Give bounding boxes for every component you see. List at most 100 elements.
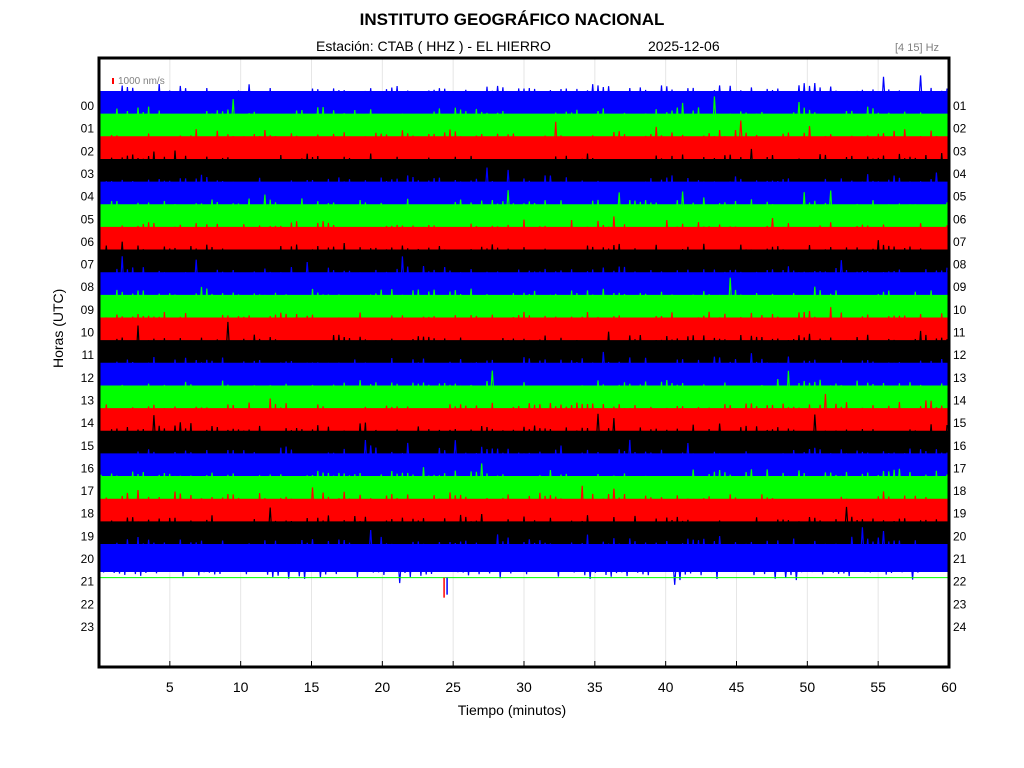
x-tick-label: 20 [375, 679, 391, 695]
trace-line [100, 256, 948, 312]
trace-hour-01 [99, 96, 949, 157]
trace-line [100, 190, 948, 246]
hour-label-left: 04 [81, 190, 95, 204]
hour-label-right: 22 [953, 575, 967, 589]
hour-label-right: 12 [953, 348, 967, 362]
hour-label-right: 21 [953, 552, 967, 566]
hour-label-right: 10 [953, 303, 967, 317]
hour-label-right: 17 [953, 461, 967, 475]
plot-frame [97, 56, 951, 669]
hour-label-left: 00 [81, 99, 95, 113]
trace-hour-20 [99, 527, 949, 585]
hour-label-right: 06 [953, 212, 967, 226]
trace-line [100, 413, 948, 471]
x-tick-labels: 5 10 15 20 25 30 35 40 45 50 55 60 [166, 661, 957, 695]
chart-title: INSTITUTO GEOGRÁFICO NACIONAL [359, 10, 665, 29]
trace-hour-03 [99, 148, 949, 206]
hour-label-right: 13 [953, 371, 967, 385]
x-tick-label: 60 [941, 679, 957, 695]
hour-label-left: 14 [81, 416, 95, 430]
hour-label-right: 08 [953, 258, 967, 272]
date-label: 2025-12-06 [648, 38, 720, 54]
scale-label: 1000 nm/s [118, 76, 165, 87]
hour-label-right: 11 [953, 326, 966, 340]
hour-label-right: 01 [953, 99, 967, 113]
trace-hour-13 [99, 370, 949, 431]
trace-hour-07 [99, 240, 949, 289]
trace-hour-15 [99, 413, 949, 471]
trace-hour-11 [99, 321, 949, 380]
filter-label: [4 15] Hz [895, 42, 940, 54]
trace-hour-06 [99, 216, 949, 270]
hour-label-left: 23 [81, 620, 95, 634]
trace-line [100, 351, 948, 400]
hour-label-left: 21 [81, 575, 95, 589]
hour-label-right: 02 [953, 122, 967, 136]
hour-label-left: 08 [81, 280, 95, 294]
x-tick-label: 50 [800, 679, 816, 695]
hour-label-left: 22 [81, 597, 95, 611]
x-tick-label: 35 [587, 679, 603, 695]
trace-hour-19 [99, 506, 949, 568]
hour-label-left: 10 [81, 326, 95, 340]
trace-hour-18 [99, 485, 949, 537]
hour-label-left: 01 [81, 122, 95, 136]
x-tick-label: 55 [870, 679, 886, 695]
trace-hour-08 [99, 256, 949, 312]
hour-label-left: 11 [82, 348, 95, 362]
trace-hour-12 [99, 351, 949, 400]
trace-line [100, 439, 948, 497]
x-axis-label: Tiempo (minutos) [457, 702, 567, 718]
hour-label-left: 17 [81, 484, 95, 498]
x-tick-label: 25 [445, 679, 461, 695]
trace-line [100, 370, 948, 431]
hour-label-left: 18 [81, 507, 95, 521]
trace-line [100, 485, 948, 537]
trace-line [100, 277, 948, 339]
x-tick-label: 5 [166, 679, 174, 695]
hour-label-left: 09 [81, 303, 95, 317]
hour-label-left: 20 [81, 552, 95, 566]
trace-line [100, 307, 948, 363]
hour-label-left: 02 [81, 144, 95, 158]
trace-hour-16 [99, 439, 949, 497]
hour-label-right: 19 [953, 507, 967, 521]
hour-label-left: 05 [81, 212, 95, 226]
hour-label-left: 15 [81, 439, 95, 453]
trace-line [100, 120, 948, 178]
hour-label-right: 04 [953, 167, 967, 181]
trace-line [100, 506, 948, 568]
hour-label-right: 24 [953, 620, 967, 634]
trace-hour-05 [99, 190, 949, 246]
trace-line [100, 148, 948, 206]
x-tick-label: 15 [304, 679, 320, 695]
trace-line [100, 96, 948, 157]
hour-label-right: 15 [953, 416, 967, 430]
hour-label-right: 20 [953, 529, 967, 543]
hour-label-right: 18 [953, 484, 967, 498]
left-hour-labels: 00 01 02 03 04 05 06 07 08 09 10 11 12 13 14 15 16 17 18 19… [81, 99, 95, 634]
trace-line [100, 527, 948, 585]
trace-line [100, 240, 948, 289]
hour-label-left: 13 [81, 393, 95, 407]
hour-label-left: 16 [81, 461, 95, 475]
trace-hour-10 [99, 307, 949, 363]
hour-label-right: 07 [953, 235, 967, 249]
trace-hour-02 [99, 120, 949, 178]
trace-line [100, 393, 948, 452]
hour-label-left: 03 [81, 167, 95, 181]
trace-line [100, 321, 948, 380]
hour-label-left: 12 [81, 371, 95, 385]
trace-group [99, 75, 949, 598]
hour-label-right: 03 [953, 144, 967, 158]
x-tick-label: 40 [658, 679, 674, 695]
right-hour-labels: 01 02 03 04 05 06 07 08 09 10 11 12 13 14 15 16 17 18 19 20… [953, 99, 967, 634]
hour-label-right: 23 [953, 597, 967, 611]
hour-label-right: 05 [953, 190, 967, 204]
hour-label-right: 09 [953, 280, 967, 294]
trace-line [100, 216, 948, 270]
trace-hour-00 [99, 75, 949, 132]
station-label: Estación: CTAB ( HHZ ) - EL HIERRO [316, 38, 551, 54]
hour-label-left: 19 [81, 529, 95, 543]
